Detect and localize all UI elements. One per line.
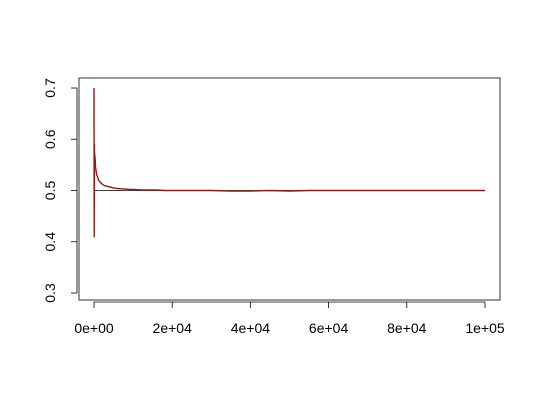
series-group: [93, 87, 485, 238]
y-tick-label: 0.7: [42, 78, 58, 98]
x-tick-label: 4e+04: [231, 320, 271, 336]
x-tick-label: 8e+04: [387, 320, 427, 336]
axes: 0e+00 2e+04 4e+04 6e+04 8e+04 1e+05 0.3 0.4 0.5 0…: [42, 78, 505, 336]
x-tick-label: 2e+04: [153, 320, 193, 336]
y-tick-label: 0.6: [42, 129, 58, 149]
plot-frame: [78, 77, 501, 301]
y-tick-label: 0.4: [42, 232, 58, 252]
x-tick-label: 6e+04: [309, 320, 349, 336]
y-tick-label: 0.3: [42, 283, 58, 303]
x-tick-label: 0e+00: [74, 320, 114, 336]
x-tick-label: 1e+05: [465, 320, 505, 336]
series-line: [93, 87, 485, 238]
y-tick-label: 0.5: [42, 181, 58, 201]
